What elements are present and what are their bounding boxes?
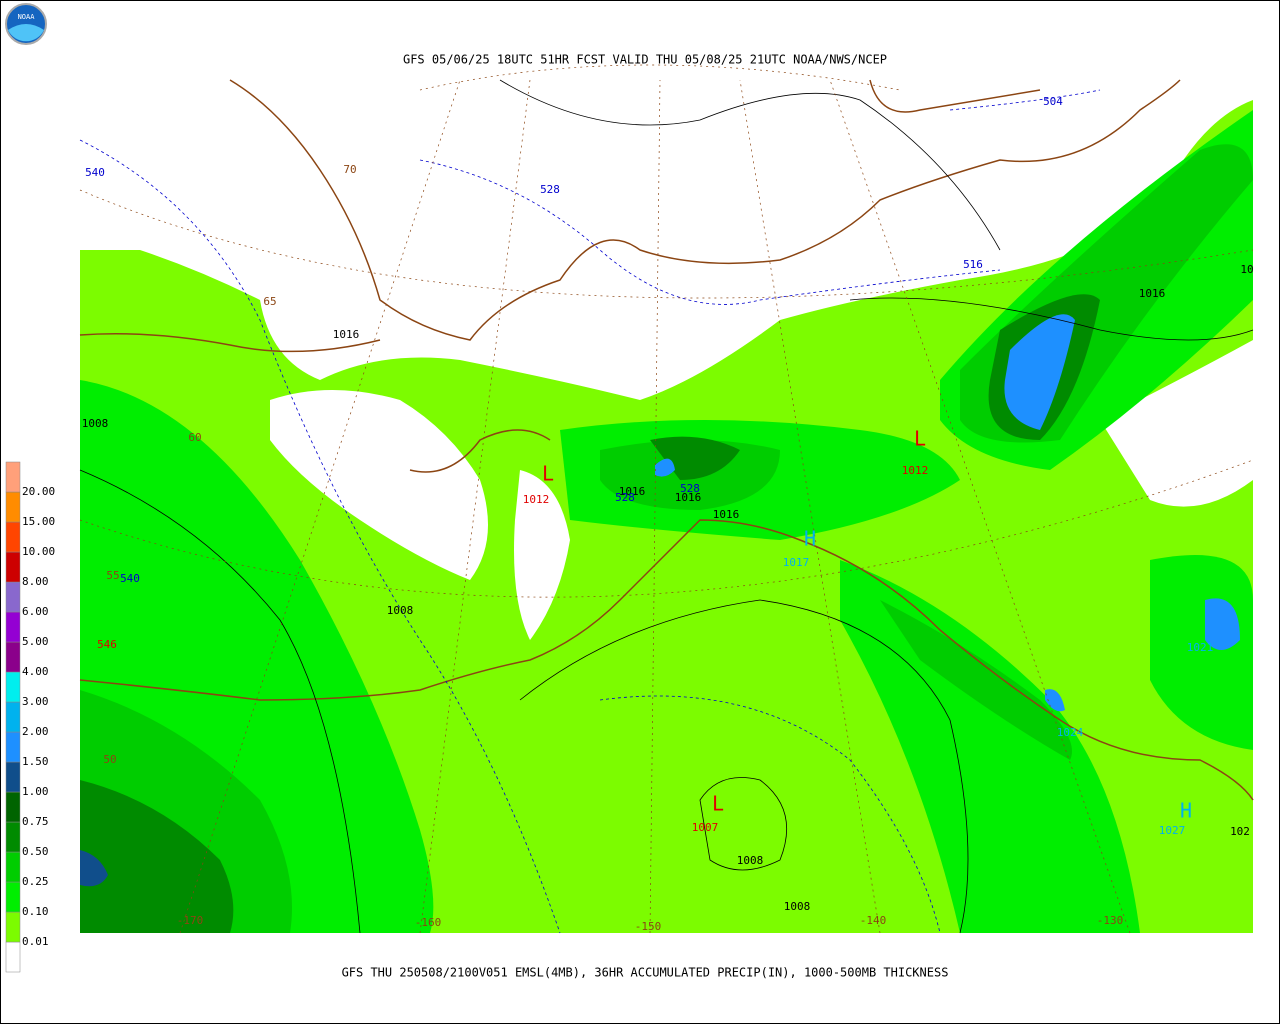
legend-label: 3.00 (22, 695, 49, 708)
legend-label: 5.00 (22, 635, 49, 648)
map-label: 1016 (333, 328, 360, 341)
legend-label: 0.50 (22, 845, 49, 858)
map-label: 70 (343, 163, 356, 176)
map-label: 546 (97, 638, 117, 651)
legend-label: 4.00 (22, 665, 49, 678)
map-label: L (712, 792, 724, 816)
legend-swatch (5, 851, 21, 883)
legend-label: 6.00 (22, 605, 49, 618)
map-label: 540 (120, 572, 140, 585)
legend-label: 0.25 (22, 875, 49, 888)
map-label: 1008 (784, 900, 811, 913)
map-label: 60 (188, 431, 201, 444)
legend-label: 2.00 (22, 725, 49, 738)
legend-swatch (5, 581, 21, 613)
legend-label: 0.75 (22, 815, 49, 828)
map-label: 528 (680, 482, 700, 495)
legend-swatch (5, 701, 21, 733)
map-label: 516 (963, 258, 983, 271)
legend-swatch (5, 881, 21, 913)
legend-swatch (5, 731, 21, 763)
legend-swatch (5, 911, 21, 943)
legend-label: 20.00 (22, 485, 55, 498)
map-label: 1007 (692, 821, 719, 834)
map-label: H (1180, 799, 1192, 823)
legend-swatch (5, 491, 21, 523)
legend-swatch (5, 941, 21, 973)
legend-swatch (5, 641, 21, 673)
legend-swatch (5, 791, 21, 823)
legend-swatch (5, 671, 21, 703)
map-label: -130 (1097, 914, 1124, 927)
legend-label: 15.00 (22, 515, 55, 528)
logo-text: NOAA (18, 13, 36, 21)
map-label: 102 (1230, 825, 1250, 838)
map-label: -170 (177, 914, 204, 927)
logo: NOAA (5, 3, 47, 45)
legend-swatch (5, 611, 21, 643)
legend-swatch (5, 821, 21, 853)
legend-swatch (5, 461, 21, 493)
legend-label: 0.01 (22, 935, 49, 948)
legend-label: 10.00 (22, 545, 55, 558)
map-label: L (914, 427, 926, 451)
map-label: 1016 (713, 508, 740, 521)
map-label: 528 (615, 491, 635, 504)
map-label: 1016 (675, 491, 702, 504)
legend-swatch (5, 521, 21, 553)
map-label: 1027 (1159, 824, 1186, 837)
map-label: -140 (860, 914, 887, 927)
map-label: 540 (85, 166, 105, 179)
map-label: 1012 (523, 493, 550, 506)
map-label: 10 (1240, 263, 1253, 276)
map-label: -160 (415, 916, 442, 929)
map-label: 1016 (1139, 287, 1166, 300)
legend-label: 0.10 (22, 905, 49, 918)
map-label: L (542, 462, 554, 486)
caption: GFS THU 250508/2100V051 EMSL(4MB), 36HR … (342, 966, 949, 980)
map-label: 1012 (902, 464, 929, 477)
legend-label: 1.50 (22, 755, 49, 768)
legend-label: 1.00 (22, 785, 49, 798)
map-label: 50 (103, 753, 116, 766)
map-label: 1008 (82, 417, 109, 430)
map-label: 1016 (619, 485, 646, 498)
legend-swatch (5, 761, 21, 793)
map-label: 65 (263, 295, 276, 308)
legend: 0.01 0.10 0.25 0.50 0.75 1.00 1.50 2.00 3.00 4.00… (5, 461, 55, 973)
map-label: -150 (635, 920, 662, 933)
map-label: 504 (1043, 95, 1063, 108)
map-label: 1021 (1187, 641, 1214, 654)
map-label: H (804, 527, 816, 551)
map: 540 528 504 516 1016 1016 70 65 60 55 50 1008 L 1012 1… (79, 64, 1254, 934)
map-label: 528 (540, 183, 560, 196)
map-label: 1008 (387, 604, 414, 617)
map-label: 1008 (737, 854, 764, 867)
map-label: 1017 (783, 556, 810, 569)
legend-label: 8.00 (22, 575, 49, 588)
map-label: 55 (106, 569, 119, 582)
legend-swatch (5, 551, 21, 583)
map-label: 1024 (1057, 726, 1084, 739)
title: GFS 05/06/25 18UTC 51HR FCST VALID THU 0… (403, 53, 887, 67)
